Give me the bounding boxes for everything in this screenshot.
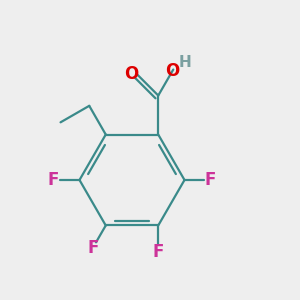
Text: H: H	[178, 55, 191, 70]
Text: F: F	[205, 171, 216, 189]
Text: F: F	[48, 171, 59, 189]
Text: F: F	[153, 243, 164, 261]
Text: O: O	[124, 65, 138, 83]
Text: O: O	[165, 62, 179, 80]
Text: F: F	[87, 239, 98, 257]
